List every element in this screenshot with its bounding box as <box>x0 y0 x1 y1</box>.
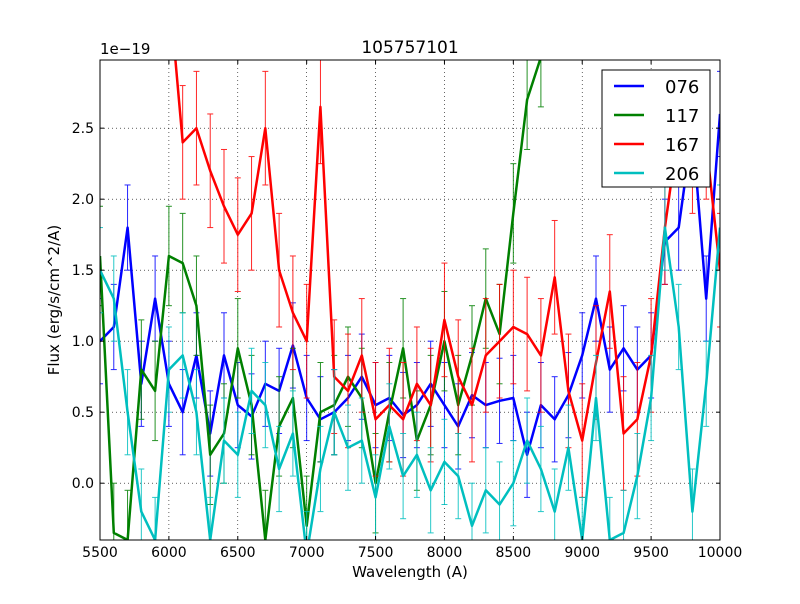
legend-label-206: 206 <box>665 164 699 185</box>
y-axis-label: Flux (erg/s/cm^2/A) <box>45 225 63 376</box>
y-tick-label: 1.5 <box>72 263 94 279</box>
x-tick-label: 8500 <box>496 545 532 561</box>
x-tick-label: 7000 <box>289 545 325 561</box>
x-tick-label: 10000 <box>698 545 743 561</box>
y-tick-label: 0.0 <box>72 476 94 492</box>
legend: 076 117 167 206 <box>602 70 710 187</box>
y-tick-label: 2.5 <box>72 121 94 137</box>
x-tick-label: 5500 <box>82 545 118 561</box>
x-axis-label: Wavelength (A) <box>352 563 468 581</box>
x-tick-label: 8000 <box>427 545 463 561</box>
x-tick-label: 6500 <box>220 545 256 561</box>
x-tick-label: 9000 <box>564 545 600 561</box>
x-tick-label: 7500 <box>358 545 394 561</box>
x-tick-label: 6000 <box>151 545 187 561</box>
chart-title: 105757101 <box>361 38 458 58</box>
legend-label-167: 167 <box>665 135 699 156</box>
x-tick-label: 9500 <box>633 545 669 561</box>
y-tick-label: 0.5 <box>72 405 94 421</box>
y-multiplier-label: 1e−19 <box>100 40 150 58</box>
legend-label-076: 076 <box>665 77 699 98</box>
y-tick-label: 2.0 <box>72 192 94 208</box>
y-tick-label: 1.0 <box>72 334 94 350</box>
legend-label-117: 117 <box>665 106 699 127</box>
